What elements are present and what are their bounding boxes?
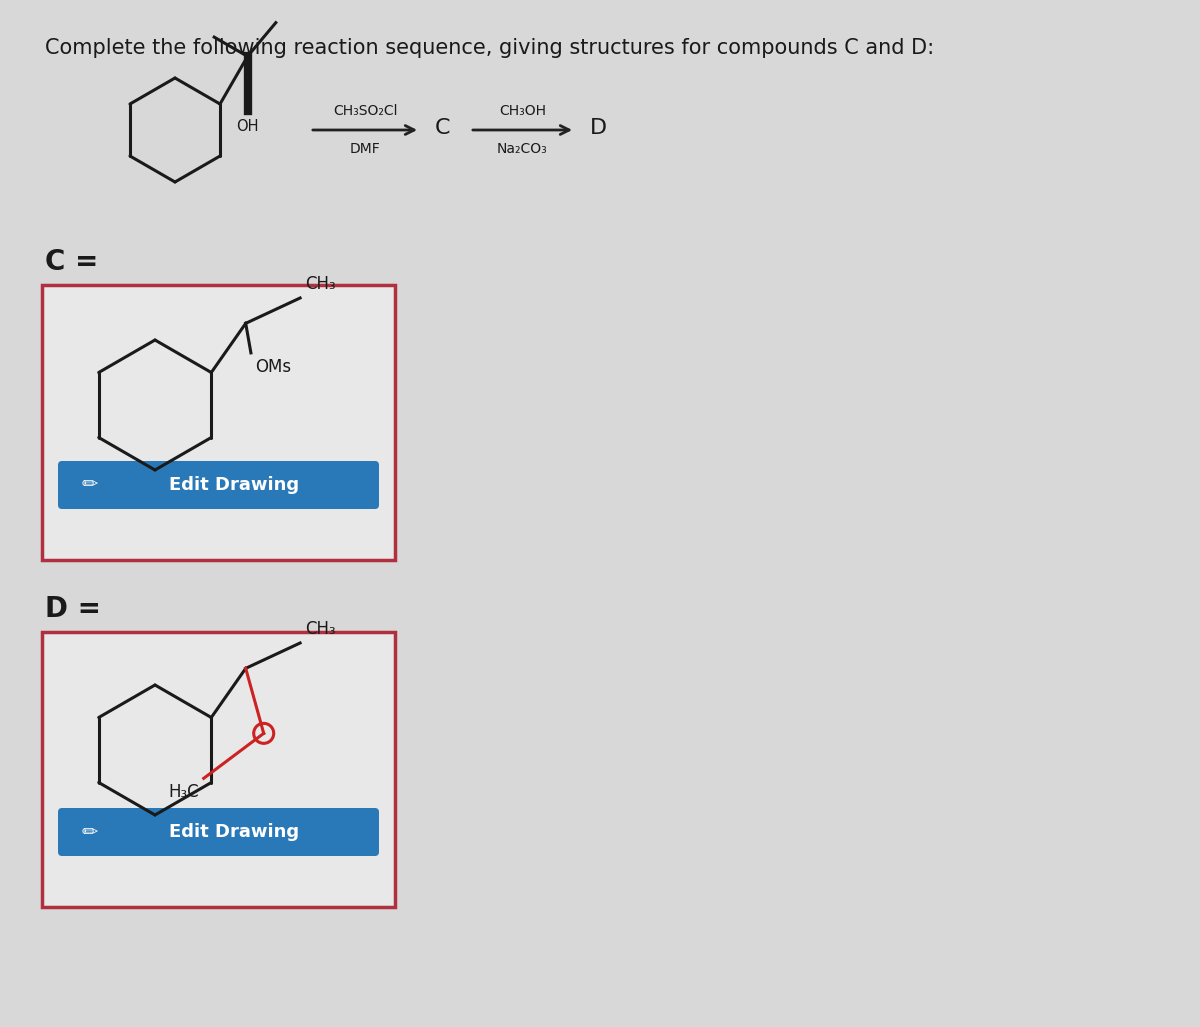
Text: D: D [590,118,607,138]
Text: ✏: ✏ [82,823,98,841]
Text: ✏: ✏ [82,476,98,494]
Text: CH₃SO₂Cl: CH₃SO₂Cl [332,104,397,118]
FancyBboxPatch shape [58,461,379,509]
Text: DMF: DMF [349,142,380,156]
Text: Edit Drawing: Edit Drawing [169,823,299,841]
Text: D =: D = [46,595,101,623]
Text: CH₃OH: CH₃OH [499,104,546,118]
Text: OMs: OMs [254,357,292,376]
Text: OH: OH [236,119,259,135]
FancyBboxPatch shape [42,632,395,907]
FancyBboxPatch shape [58,808,379,855]
Text: C =: C = [46,248,98,276]
Text: Na₂CO₃: Na₂CO₃ [497,142,548,156]
Text: CH₃: CH₃ [305,620,336,638]
Text: Complete the following reaction sequence, giving structures for compounds C and : Complete the following reaction sequence… [46,38,934,58]
Text: CH₃: CH₃ [305,275,336,293]
Text: C: C [436,118,450,138]
FancyBboxPatch shape [42,286,395,560]
Text: Edit Drawing: Edit Drawing [169,476,299,494]
Text: H₃C: H₃C [168,784,199,801]
